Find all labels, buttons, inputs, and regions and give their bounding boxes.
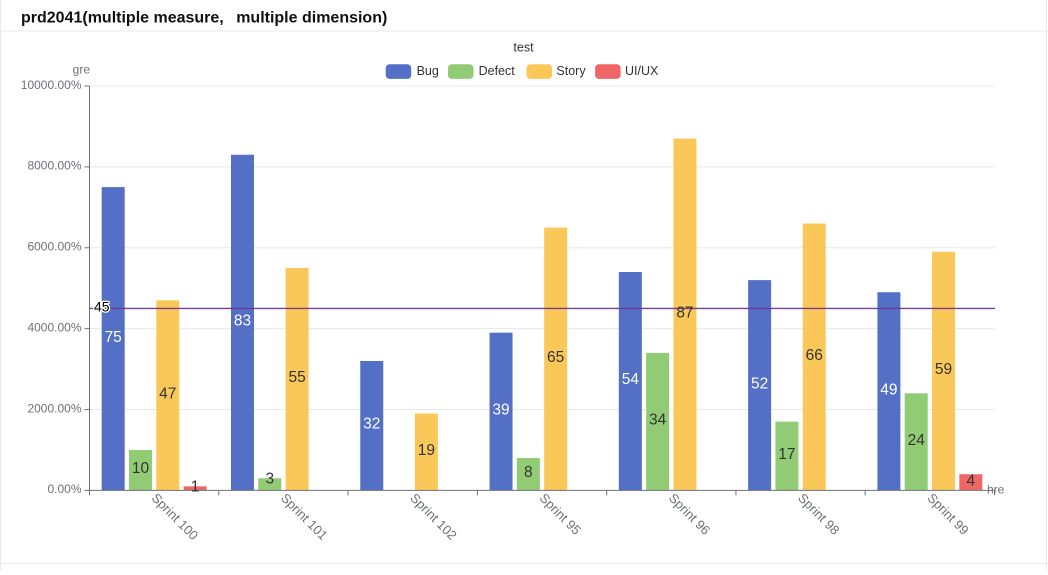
svg-text:66: 66 (806, 347, 823, 364)
svg-text:54: 54 (622, 371, 640, 388)
svg-text:19: 19 (418, 442, 435, 459)
svg-text:UI/UX: UI/UX (625, 64, 659, 78)
svg-text:32: 32 (363, 416, 380, 433)
svg-text:83: 83 (234, 313, 251, 330)
svg-text:6000.00%: 6000.00% (27, 240, 81, 254)
svg-text:87: 87 (676, 304, 693, 321)
svg-text:8: 8 (524, 464, 533, 481)
svg-text:55: 55 (288, 369, 305, 386)
svg-text:Story: Story (556, 64, 586, 78)
svg-text:75: 75 (105, 329, 122, 346)
svg-text:1: 1 (191, 478, 200, 495)
svg-text:3: 3 (265, 470, 274, 487)
svg-text:24: 24 (908, 432, 926, 449)
svg-text:Defect: Defect (479, 64, 516, 78)
svg-text:45: 45 (94, 299, 110, 315)
svg-text:4: 4 (966, 472, 975, 489)
svg-text:47: 47 (159, 385, 176, 402)
svg-text:2000.00%: 2000.00% (27, 401, 81, 415)
svg-text:0.00%: 0.00% (47, 482, 81, 496)
svg-text:test: test (513, 41, 534, 55)
svg-text:65: 65 (547, 349, 564, 366)
svg-text:Bug: Bug (417, 64, 439, 78)
svg-text:hre: hre (987, 483, 1005, 497)
svg-text:39: 39 (492, 402, 509, 419)
svg-text:10: 10 (132, 460, 150, 477)
svg-text:17: 17 (778, 446, 795, 463)
svg-text:4000.00%: 4000.00% (27, 320, 81, 334)
svg-text:10000.00%: 10000.00% (21, 78, 82, 92)
svg-text:59: 59 (935, 361, 952, 378)
svg-text:8000.00%: 8000.00% (27, 159, 81, 173)
svg-text:52: 52 (751, 375, 768, 392)
svg-text:34: 34 (649, 412, 667, 429)
svg-text:gre: gre (73, 63, 91, 77)
svg-text:49: 49 (880, 381, 897, 398)
svg-text:prd2041(multiple measure, mul: prd2041(multiple measure, multiple dimen… (21, 10, 387, 27)
